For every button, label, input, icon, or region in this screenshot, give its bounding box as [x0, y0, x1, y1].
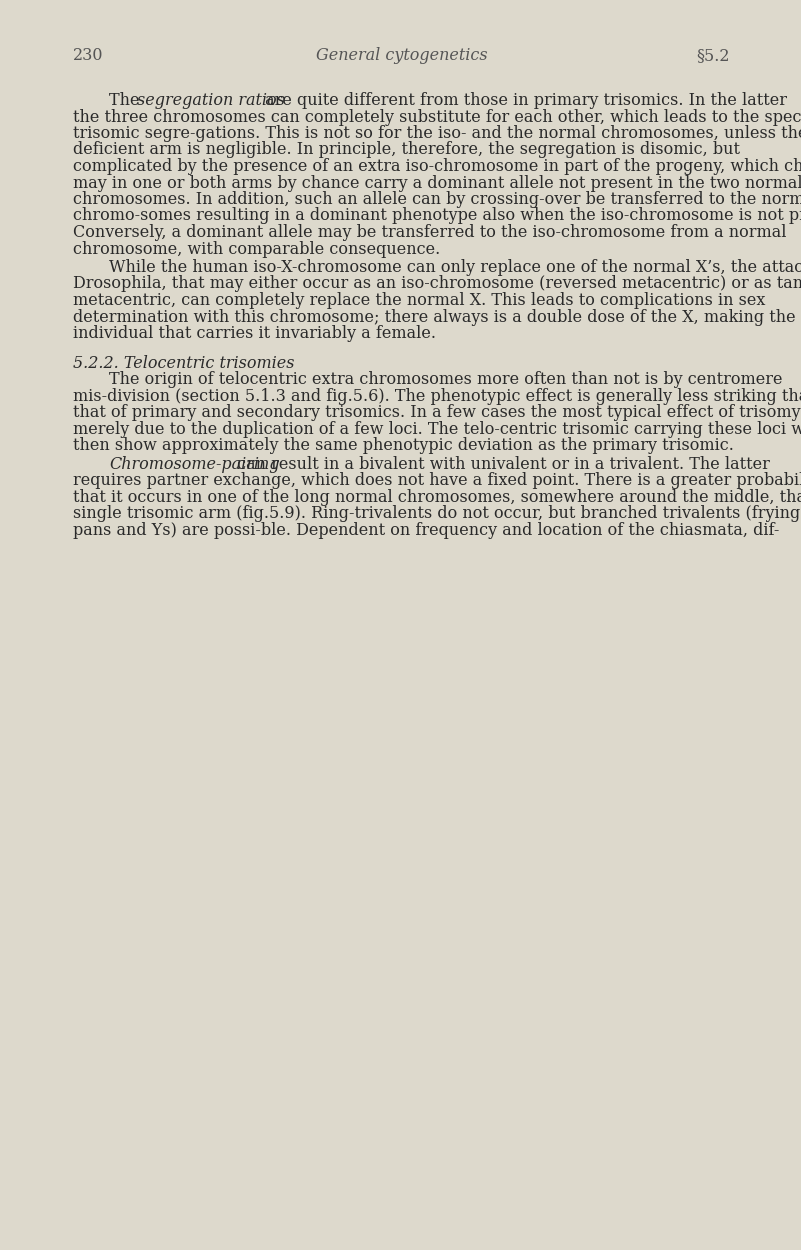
Text: complicated by the presence of an extra iso-chromosome in part of the progeny, w: complicated by the presence of an extra …	[73, 158, 801, 175]
Text: §5.2: §5.2	[697, 48, 730, 64]
Text: metacentric, can completely replace the normal X. This leads to complications in: metacentric, can completely replace the …	[73, 292, 766, 309]
Text: individual that carries it invariably a female.: individual that carries it invariably a …	[73, 325, 436, 342]
Text: requires partner exchange, which does not have a fixed point. There is a greater: requires partner exchange, which does no…	[73, 472, 801, 489]
Text: may in one or both arms by chance carry a dominant allele not present in the two: may in one or both arms by chance carry …	[73, 175, 801, 191]
Text: deficient arm is negligible. In principle, therefore, the segregation is disomic: deficient arm is negligible. In principl…	[73, 141, 740, 159]
Text: chromosome, with comparable consequence.: chromosome, with comparable consequence.	[73, 240, 441, 258]
Text: mis-division (section 5.1.3 and fig.5.6). The phenotypic effect is generally les: mis-division (section 5.1.3 and fig.5.6)…	[73, 388, 801, 405]
Text: then show approximately the same phenotypic deviation as the primary trisomic.: then show approximately the same phenoty…	[73, 438, 734, 454]
Text: While the human iso-X-chromosome can only replace one of the normal X’s, the att: While the human iso-X-chromosome can onl…	[109, 259, 801, 276]
Text: trisomic segre-gations. This is not so for the iso- and the normal chromosomes, : trisomic segre-gations. This is not so f…	[73, 125, 801, 142]
Text: Chromosome-pairing: Chromosome-pairing	[109, 456, 280, 472]
Text: Conversely, a dominant allele may be transferred to the iso-chromosome from a no: Conversely, a dominant allele may be tra…	[73, 224, 787, 241]
Text: the three chromosomes can completely substitute for each other, which leads to t: the three chromosomes can completely sub…	[73, 109, 801, 125]
Text: pans and Ys) are possi-ble. Dependent on frequency and location of the chiasmata: pans and Ys) are possi-ble. Dependent on…	[73, 521, 779, 539]
Text: chromo-somes resulting in a dominant phenotype also when the iso-chromosome is n: chromo-somes resulting in a dominant phe…	[73, 208, 801, 225]
Text: that of primary and secondary trisomics. In a few cases the most typical effect : that of primary and secondary trisomics.…	[73, 404, 801, 421]
Text: General cytogenetics: General cytogenetics	[316, 48, 487, 64]
Text: are quite different from those in primary trisomics. In the latter: are quite different from those in primar…	[260, 92, 787, 109]
Text: 5.2.2. Telocentric trisomies: 5.2.2. Telocentric trisomies	[73, 355, 295, 371]
Text: can result in a bivalent with univalent or in a trivalent. The latter: can result in a bivalent with univalent …	[232, 456, 770, 472]
Text: determination with this chromosome; there always is a double dose of the X, maki: determination with this chromosome; ther…	[73, 309, 795, 325]
Text: single trisomic arm (fig.5.9). Ring-trivalents do not occur, but branched trival: single trisomic arm (fig.5.9). Ring-triv…	[73, 505, 800, 522]
Text: Drosophila, that may either occur as an iso-chromosome (reversed metacentric) or: Drosophila, that may either occur as an …	[73, 275, 801, 292]
Text: that it occurs in one of the long normal chromosomes, somewhere around the middl: that it occurs in one of the long normal…	[73, 489, 801, 506]
Text: segregation ratios: segregation ratios	[136, 92, 284, 109]
Text: merely due to the duplication of a few loci. The telo-centric trisomic carrying : merely due to the duplication of a few l…	[73, 421, 801, 437]
Text: chromosomes. In addition, such an allele can by crossing-over be transferred to : chromosomes. In addition, such an allele…	[73, 191, 801, 208]
Text: 230: 230	[73, 48, 103, 64]
Text: The origin of telocentric extra chromosomes more often than not is by centromere: The origin of telocentric extra chromoso…	[109, 371, 783, 389]
Text: The: The	[109, 92, 145, 109]
